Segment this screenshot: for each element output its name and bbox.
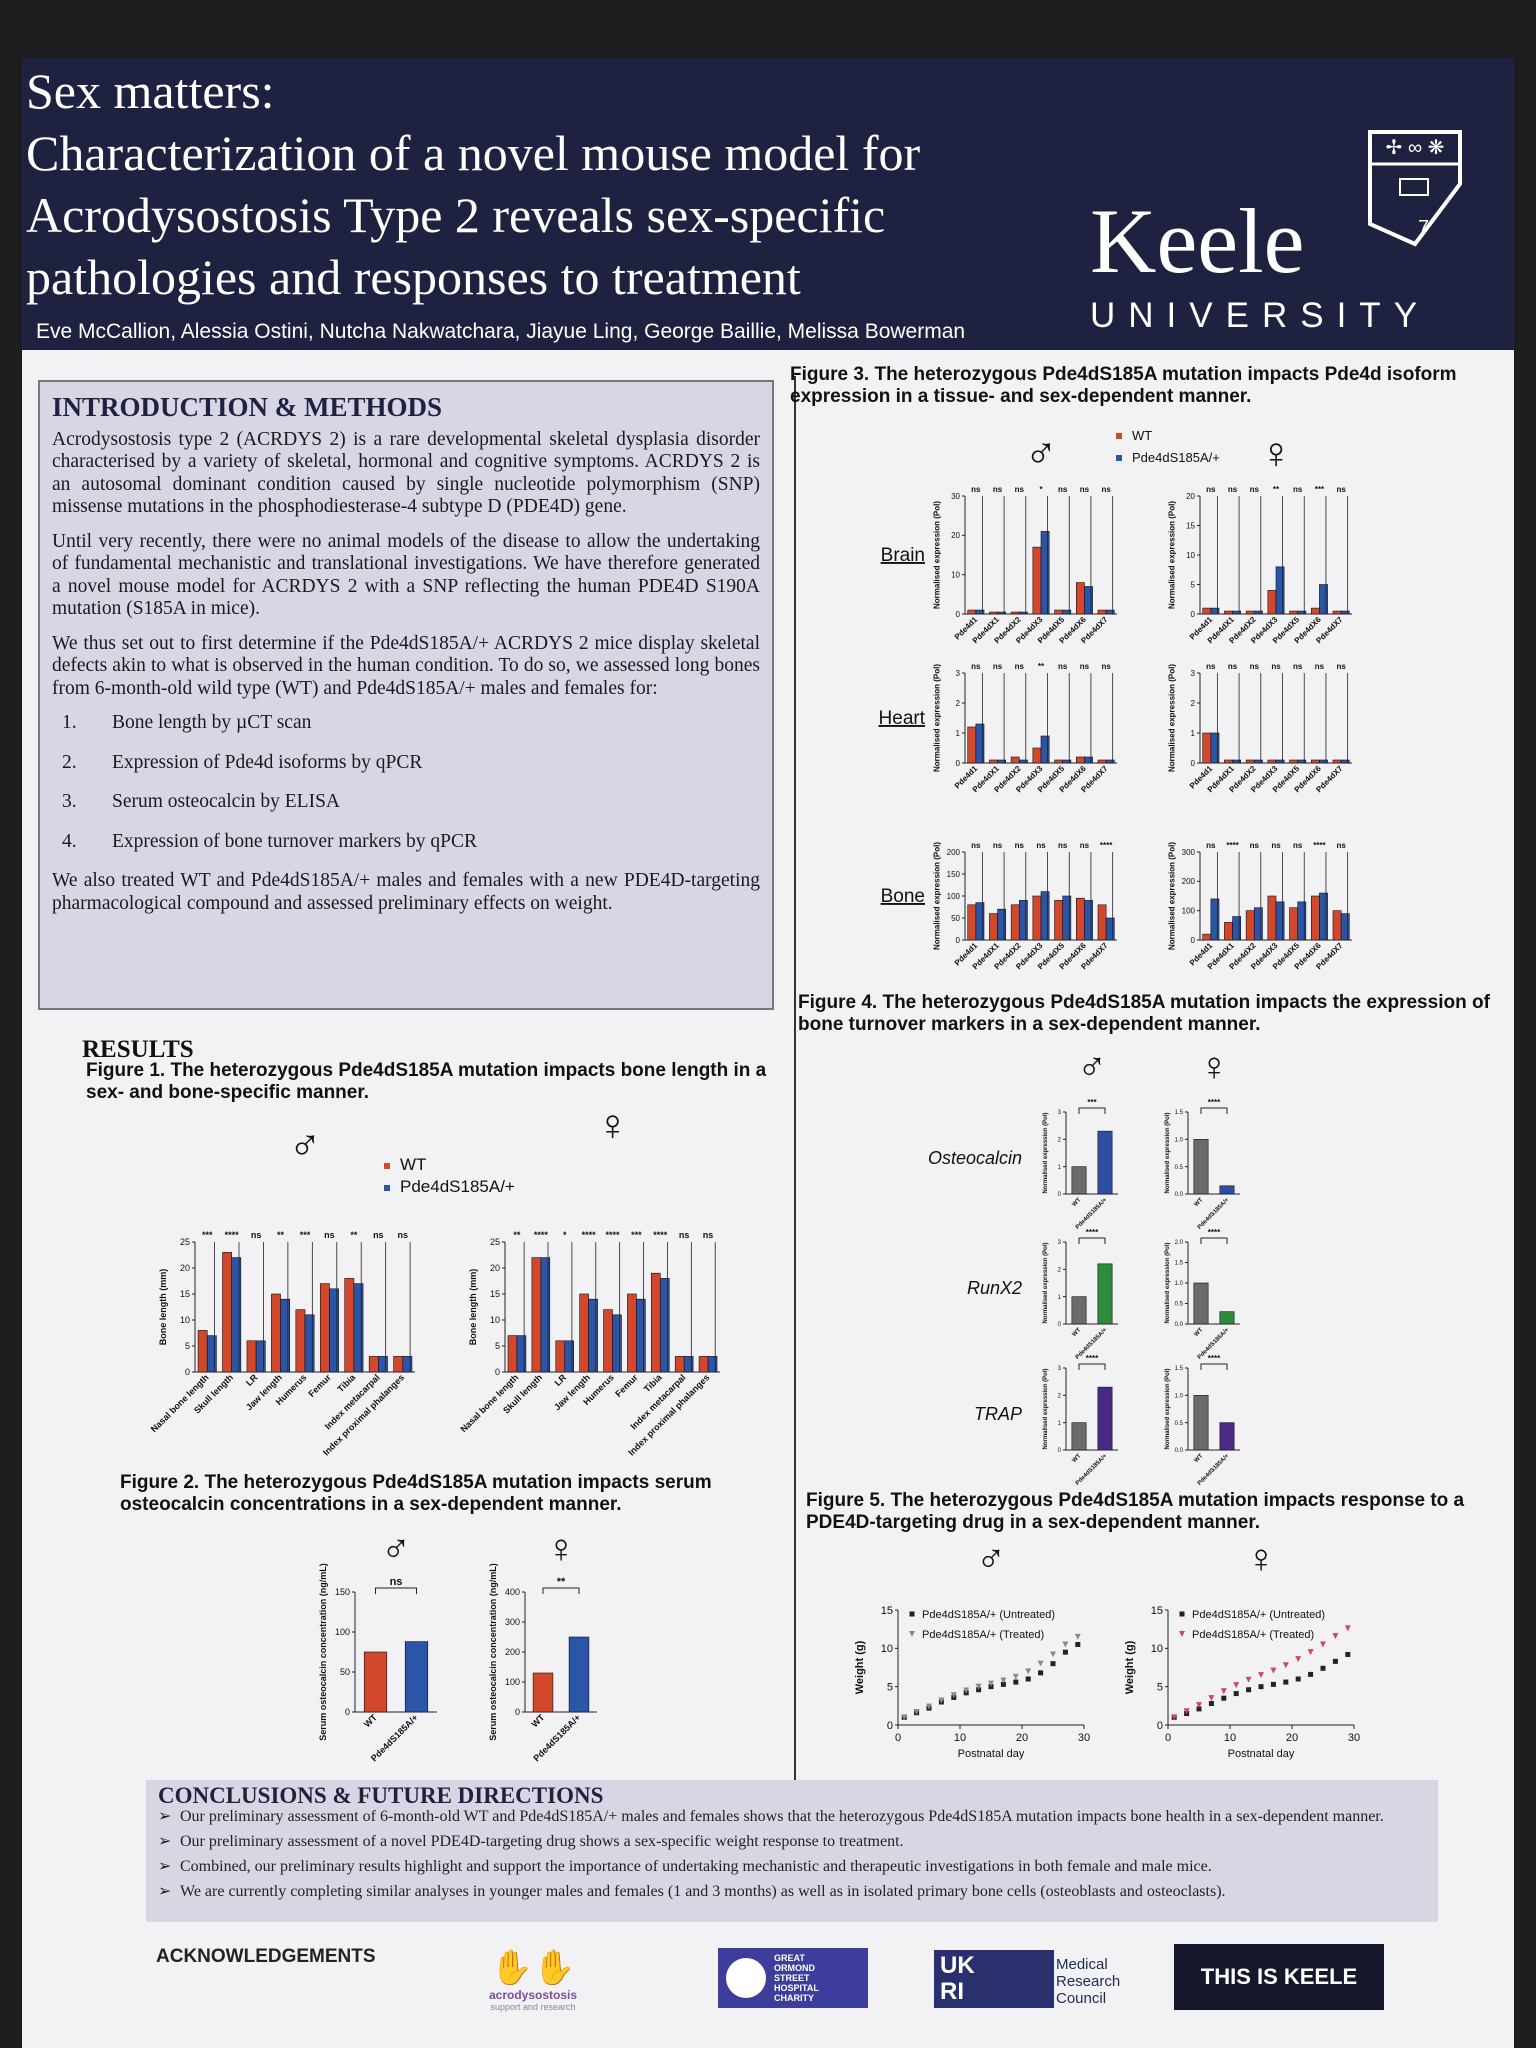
figure-title: Figure 5. The heterozygous Pde4dS185A mu… bbox=[806, 1490, 1465, 1533]
figure-title: Figure 1. The heterozygous Pde4dS185A mu… bbox=[86, 1060, 767, 1103]
bullet: Combined, our preliminary results highli… bbox=[158, 1857, 1426, 1876]
logo-text: RI bbox=[940, 1978, 964, 2005]
list-item: 4. Expression of bone turnover markers by… bbox=[62, 831, 760, 854]
section-heading: CONCLUSIONS & FUTURE DIRECTIONS bbox=[158, 1783, 604, 1808]
list-text: Serum osteocalcin by ELISA bbox=[112, 791, 340, 812]
figure-title: Figure 2. The heterozygous Pde4dS185A mu… bbox=[120, 1472, 712, 1515]
header: Sex matters: Characterization of a novel… bbox=[22, 58, 1514, 350]
logo-name: Keele bbox=[1090, 190, 1305, 292]
list-number: 2. bbox=[62, 751, 77, 773]
bullet: We are currently completing similar anal… bbox=[158, 1882, 1426, 1901]
svg-text:✢ ∞ ❋: ✢ ∞ ❋ bbox=[1386, 137, 1445, 159]
paragraph: Until very recently, there were no anima… bbox=[52, 530, 760, 620]
list-item: 3. Serum osteocalcin by ELISA bbox=[62, 791, 760, 814]
logo-subtitle: UNIVERSITY bbox=[1090, 296, 1431, 335]
list-number: 3. bbox=[62, 791, 77, 812]
paragraph: We thus set out to first determine if th… bbox=[52, 632, 760, 699]
section-heading: RESULTS bbox=[82, 1036, 194, 1063]
figure-title: Figure 3. The heterozygous Pde4dS185A mu… bbox=[790, 364, 1457, 407]
logo-ukri: UK RI bbox=[934, 1950, 1054, 2008]
svg-text:7: 7 bbox=[1418, 217, 1429, 239]
logo-text: THIS IS KEELE bbox=[1200, 1964, 1358, 1989]
logo-text: GREAT ORMOND STREET HOSPITAL CHARITY bbox=[774, 1953, 819, 2003]
section-heading: ACKNOWLEDGEMENTS bbox=[156, 1946, 376, 1967]
conclusions-box: CONCLUSIONS & FUTURE DIRECTIONS Our prel… bbox=[146, 1780, 1438, 1922]
poster: Sex matters: Characterization of a novel… bbox=[22, 58, 1514, 2048]
logo-acro: ✋✋ acrodysostosis support and research bbox=[468, 1948, 598, 2012]
title-line: pathologies and responses to treatment bbox=[26, 249, 801, 305]
list-item: 2. Expression of Pde4d isoforms by qPCR bbox=[62, 752, 760, 775]
section-heading: INTRODUCTION & METHODS bbox=[52, 392, 443, 422]
logo-keele: THIS IS KEELE bbox=[1174, 1944, 1384, 2010]
bullet: Our preliminary assessment of a novel PD… bbox=[158, 1832, 1426, 1851]
logo-text: support and research bbox=[490, 2002, 576, 2012]
intro-box: INTRODUCTION & METHODS Acrodysostosis ty… bbox=[38, 380, 774, 1010]
logo-text: Medical Research Council bbox=[1056, 1956, 1121, 2007]
bullet: Our preliminary assessment of 6-month-ol… bbox=[158, 1807, 1426, 1826]
logo-text: acrodysostosis bbox=[488, 1988, 578, 2002]
list-text: Bone length by µCT scan bbox=[112, 712, 312, 733]
list-number: 4. bbox=[62, 830, 77, 852]
title-line: Characterization of a novel mouse model … bbox=[26, 125, 921, 181]
figure-title: Figure 4. The heterozygous Pde4dS185A mu… bbox=[798, 992, 1490, 1035]
logo-gosh: GREAT ORMOND STREET HOSPITAL CHARITY bbox=[718, 1948, 868, 2008]
divider bbox=[794, 376, 796, 1821]
paragraph: We also treated WT and Pde4dS185A/+ male… bbox=[52, 870, 760, 914]
title-line: Sex matters: bbox=[26, 63, 275, 119]
logo-text: UK bbox=[940, 1952, 975, 1979]
list-number: 1. bbox=[62, 712, 77, 733]
list-item: 1. Bone length by µCT scan bbox=[62, 712, 760, 735]
paragraph: Acrodysostosis type 2 (ACRDYS 2) is a ra… bbox=[52, 428, 760, 518]
title-line: Acrodysostosis Type 2 reveals sex-specif… bbox=[26, 187, 886, 243]
authors: Eve McCallion, Alessia Ostini, Nutcha Na… bbox=[36, 320, 966, 343]
list-text: Expression of Pde4d isoforms by qPCR bbox=[112, 751, 423, 773]
keele-shield: ✢ ∞ ❋ 7 bbox=[1368, 130, 1462, 247]
list-text: Expression of bone turnover markers by q… bbox=[112, 830, 478, 852]
